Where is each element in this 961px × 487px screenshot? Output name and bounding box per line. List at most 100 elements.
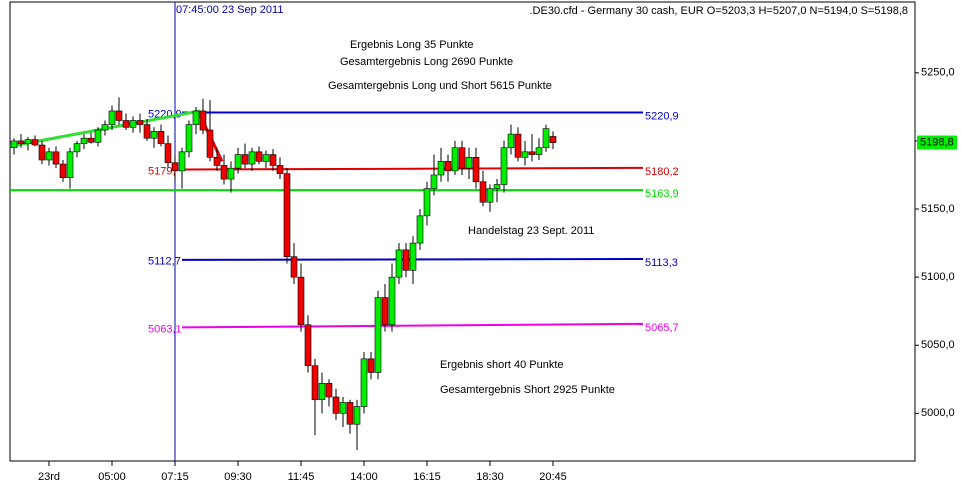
y-tick-label: 5000,0 xyxy=(921,407,955,419)
candle-body xyxy=(227,167,235,180)
candle-body xyxy=(304,324,312,366)
candle-body xyxy=(143,124,151,139)
candle-body xyxy=(283,173,291,257)
candle-body xyxy=(458,147,466,169)
candle-body xyxy=(150,131,158,139)
candle-body xyxy=(444,161,452,172)
candle-body xyxy=(185,124,193,153)
candle-body xyxy=(346,402,354,425)
x-tick-label: 07:15 xyxy=(161,471,189,483)
candle-body xyxy=(87,137,95,143)
candle-body xyxy=(367,358,375,373)
y-tick-label: 5250,0 xyxy=(921,67,955,79)
level-label: 5179, xyxy=(148,165,176,177)
candle-body xyxy=(157,131,165,144)
x-tick-label: 05:00 xyxy=(98,471,126,483)
x-tick-label: 18:30 xyxy=(476,471,504,483)
candle-body xyxy=(416,215,424,244)
candle-body xyxy=(290,256,298,278)
candle-body xyxy=(73,143,81,153)
annotation: Handelstag 23 Sept. 2011 xyxy=(468,225,594,237)
candle-body xyxy=(255,151,263,162)
candle-body xyxy=(507,133,515,149)
candle-body xyxy=(388,276,396,326)
x-tick-label: 11:45 xyxy=(288,471,315,483)
plot-frame xyxy=(9,1,916,462)
candle-body xyxy=(549,136,557,143)
candle-body xyxy=(500,147,508,185)
annotation: Ergebnis Long 35 Punkte xyxy=(350,39,474,51)
chart-title: .DE30.cfd - Germany 30 cash, EUR O=5203,… xyxy=(529,5,908,17)
candle-body xyxy=(437,161,445,176)
candle-body xyxy=(262,154,270,162)
candle-body xyxy=(360,358,368,407)
candle-body xyxy=(430,174,438,189)
y-tick-label: 5150,0 xyxy=(921,203,955,215)
candle-body xyxy=(59,163,67,179)
level-label: 5220,9 xyxy=(645,110,679,122)
annotation: Gesamtergebnis Long 2690 Punkte xyxy=(340,56,513,68)
candle-body xyxy=(381,297,389,326)
level-label: 5113,3 xyxy=(645,257,678,269)
annotation: Ergebnis short 40 Punkte xyxy=(440,359,564,371)
cursor-label: 07:45:00 23 Sep 2011 xyxy=(176,4,283,16)
candle-body xyxy=(31,139,39,146)
candle-body xyxy=(514,133,522,158)
candle-body xyxy=(101,124,109,131)
candle-body xyxy=(465,156,473,169)
candle-body xyxy=(52,151,60,165)
candle-body xyxy=(192,110,200,125)
level-line xyxy=(181,322,644,329)
candle-body xyxy=(409,242,417,271)
candle-body xyxy=(451,147,459,172)
candle-body xyxy=(66,151,74,179)
candle-body xyxy=(17,140,25,144)
candle-body xyxy=(311,365,319,401)
candle-body xyxy=(24,139,32,144)
candle-body xyxy=(374,297,382,373)
candle-body xyxy=(164,143,172,164)
candle-body xyxy=(542,128,550,149)
annotation: Gesamtergebnis Short 2925 Punkte xyxy=(440,384,615,396)
candle-body xyxy=(276,165,284,174)
candle-body xyxy=(395,249,403,278)
last-price-label: 5198,8 xyxy=(920,136,954,148)
y-tick-label: 5100,0 xyxy=(921,271,955,283)
x-tick-label: 09:30 xyxy=(224,471,252,483)
candle-body xyxy=(122,120,130,128)
x-tick-label: 23rd xyxy=(38,471,60,483)
candle-body xyxy=(80,137,88,144)
candle-body xyxy=(94,129,102,143)
candle-body xyxy=(423,188,431,217)
level-label: 5112,7 xyxy=(148,256,181,268)
candle-body xyxy=(486,188,494,203)
candle-body xyxy=(129,120,137,128)
y-tick-label: 5050,0 xyxy=(921,339,955,351)
level-label: 5063,1 xyxy=(148,323,182,335)
candle-body xyxy=(402,249,410,271)
candle-body xyxy=(115,110,123,121)
level-line xyxy=(181,166,644,171)
candle-body xyxy=(38,144,46,161)
candle-body xyxy=(206,129,214,158)
level-label: 5163,9 xyxy=(645,188,679,200)
annotation: Gesamtergebnis Long und Short 5615 Punkt… xyxy=(328,80,552,92)
candle-body xyxy=(318,383,326,401)
candle-body xyxy=(269,154,277,166)
x-tick-label: 14:00 xyxy=(350,471,378,483)
candle-body xyxy=(241,154,249,165)
candle-body xyxy=(332,396,340,414)
x-tick-label: 16:15 xyxy=(413,471,441,483)
candle-body xyxy=(325,383,333,398)
candle-body xyxy=(297,276,305,326)
x-tick-label: 20:45 xyxy=(539,471,567,483)
candle-body xyxy=(220,165,228,180)
candle-body xyxy=(171,162,179,172)
candle-body xyxy=(213,156,221,166)
candle-body xyxy=(136,120,144,125)
candle-body xyxy=(108,110,116,125)
last-price-box xyxy=(917,135,957,150)
candle-body xyxy=(353,406,361,425)
candle-body xyxy=(339,402,347,414)
